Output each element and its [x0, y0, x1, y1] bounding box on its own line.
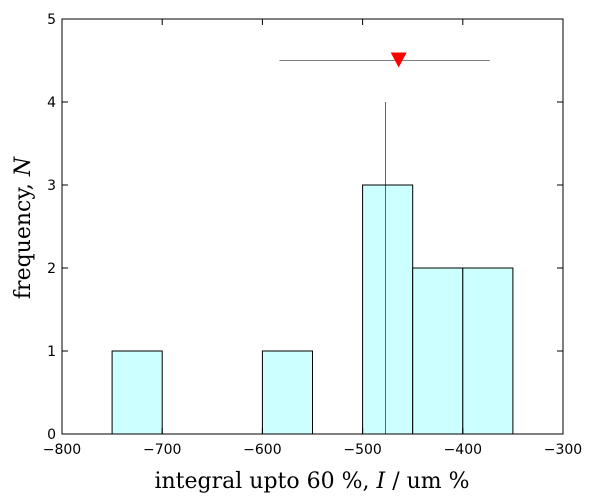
- histogram-bar-5: [462, 267, 514, 435]
- ticks-layer: −800 −700 −600 −500 −400 −300 0 1 2 3 4 5: [43, 12, 582, 458]
- bars-layer: [111, 184, 514, 435]
- y-tick-label: 1: [47, 344, 56, 360]
- plot-frame: [61, 18, 564, 435]
- x-tick-label: −800: [43, 442, 81, 458]
- histogram-bar-4: [412, 267, 464, 435]
- y-tick-label: 4: [47, 95, 56, 111]
- x-tick-label: −300: [544, 442, 582, 458]
- x-tick-label: −600: [243, 442, 281, 458]
- y-tick-label: 5: [47, 12, 56, 28]
- annotation-layer: [279, 52, 490, 434]
- y-axis-label: frequency, N: [11, 156, 36, 299]
- y-tick-label: 2: [47, 261, 56, 277]
- histogram-bar-1: [111, 350, 163, 435]
- x-tick-label: −500: [343, 442, 381, 458]
- histogram-bar-3: [362, 184, 414, 435]
- x-tick-label: −400: [444, 442, 482, 458]
- x-tick-label: −700: [143, 442, 181, 458]
- mean-marker-triangle: [390, 52, 407, 68]
- y-tick-label: 0: [47, 427, 56, 443]
- y-tick-label: 3: [47, 178, 56, 194]
- x-axis-label: integral upto 60 %, I / um %: [154, 469, 469, 494]
- histogram-bar-2: [261, 350, 313, 435]
